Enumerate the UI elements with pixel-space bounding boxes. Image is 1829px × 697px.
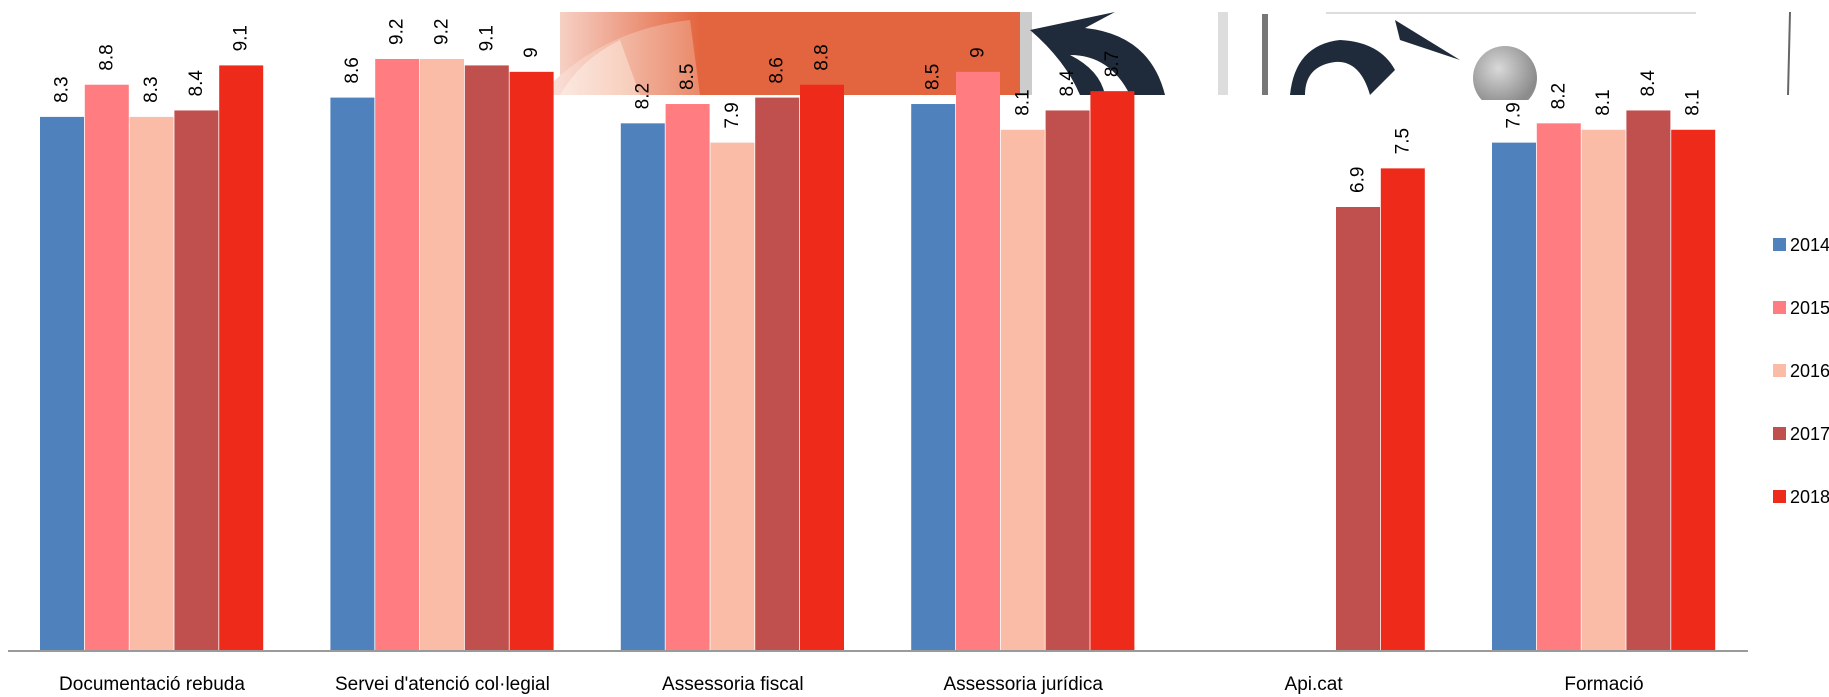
value-label-2015-3: 9 — [968, 47, 989, 58]
bar-2014-5 — [1492, 142, 1536, 651]
value-label-2016-2: 7.9 — [722, 102, 743, 128]
value-label-2017-1: 9.1 — [476, 25, 497, 51]
bar-2018-1 — [509, 71, 554, 652]
value-labels-group: 8.3 8.8 8.3 8.4 9.1 8.6 9.2 9.2 9.1 9 8.2 8.5 7.9 8.6… — [52, 19, 1704, 193]
bar-2014-2 — [620, 123, 665, 651]
value-label-2018-4: 7.5 — [1392, 128, 1413, 154]
value-label-2018-1: 9 — [521, 47, 542, 58]
value-label-2015-5: 8.2 — [1548, 83, 1569, 109]
value-label-2014-2: 8.2 — [632, 83, 653, 109]
legend-swatch-2018 — [1773, 490, 1786, 503]
category-label-3: Assessoria jurídica — [943, 674, 1103, 695]
banner-dark-bar — [1262, 14, 1268, 95]
bar-2014-1 — [330, 97, 375, 652]
bar-2017-5 — [1626, 110, 1671, 651]
bar-2014-3 — [911, 104, 956, 651]
bar-2016-1 — [420, 58, 464, 652]
legend-label-2018: 2018 — [1790, 487, 1829, 507]
value-label-2018-5: 8.1 — [1683, 89, 1704, 115]
bar-2016-0 — [129, 116, 174, 651]
bar-2015-0 — [84, 84, 129, 652]
value-label-2017-2: 8.6 — [767, 57, 788, 83]
legend-label-2015: 2015 — [1790, 298, 1829, 318]
legend-label-2017: 2017 — [1790, 424, 1829, 444]
banner-light-bar — [1218, 12, 1228, 95]
value-label-2017-0: 8.4 — [186, 70, 207, 97]
banner-edge-line — [1787, 11, 1791, 96]
legend-swatch-2017 — [1773, 427, 1786, 440]
category-label-5: Formació — [1564, 674, 1643, 695]
value-label-2017-5: 8.4 — [1638, 70, 1659, 97]
value-label-2014-0: 8.3 — [52, 76, 73, 102]
legend-label-2014: 2014 — [1790, 235, 1829, 255]
value-label-2017-4: 6.9 — [1348, 167, 1369, 193]
bar-2018-5 — [1671, 129, 1716, 651]
value-label-2016-0: 8.3 — [141, 76, 162, 102]
value-label-2014-1: 8.6 — [342, 57, 363, 83]
bar-2017-1 — [464, 65, 509, 652]
bar-2015-3 — [956, 71, 1000, 652]
value-label-2018-3: 8.7 — [1102, 51, 1123, 77]
banner-dark-arc-shape — [1290, 40, 1395, 95]
legend-swatch-2015 — [1773, 301, 1786, 314]
legend-swatch-2016 — [1773, 364, 1786, 377]
value-label-2018-2: 8.8 — [812, 44, 833, 70]
category-label-0: Documentació rebuda — [59, 674, 245, 695]
value-label-2016-1: 9.2 — [432, 19, 453, 45]
bar-2016-2 — [710, 142, 755, 651]
value-label-2016-5: 8.1 — [1593, 89, 1614, 115]
banner-dark-swoosh-shape — [1030, 12, 1165, 95]
bar-2017-0 — [174, 110, 219, 651]
bar-2018-0 — [219, 65, 264, 652]
bar-2017-4 — [1336, 206, 1380, 652]
category-label-4: Api.cat — [1285, 674, 1344, 695]
value-label-2015-0: 8.8 — [96, 44, 117, 70]
bar-2014-0 — [40, 116, 84, 651]
bar-2016-3 — [1000, 129, 1045, 651]
value-label-2017-3: 8.4 — [1057, 70, 1078, 97]
banner-dark-wedge-shape — [1395, 20, 1460, 60]
legend-swatch-2014 — [1773, 238, 1786, 251]
bar-2018-4 — [1380, 168, 1425, 651]
bar-2018-3 — [1090, 91, 1135, 651]
banner-gray-strip — [1020, 12, 1032, 95]
bar-2017-3 — [1045, 110, 1090, 651]
category-label-1: Servei d'atenció col·legial — [335, 674, 550, 695]
header-banner-artwork — [500, 10, 1791, 100]
category-labels-group: Documentació rebuda Servei d'atenció col·… — [59, 674, 1644, 695]
banner-ball-shape — [1473, 46, 1537, 100]
bar-2015-5 — [1536, 123, 1581, 651]
bar-2016-5 — [1581, 129, 1626, 651]
legend: 2014 2015 2016 2017 2018 — [1773, 235, 1829, 507]
bar-2017-2 — [755, 97, 800, 652]
bar-2015-2 — [665, 104, 710, 651]
value-label-2014-5: 7.9 — [1504, 102, 1525, 128]
bar-2018-2 — [800, 84, 844, 652]
banner-thin-line — [1326, 12, 1696, 14]
legend-label-2016: 2016 — [1790, 361, 1829, 381]
category-label-2: Assessoria fiscal — [662, 674, 804, 695]
value-label-2018-0: 9.1 — [231, 25, 252, 51]
value-label-2016-3: 8.1 — [1012, 89, 1033, 115]
banner-orange-shape — [500, 10, 1020, 96]
value-label-2014-3: 8.5 — [923, 64, 944, 90]
bars-group — [40, 58, 1716, 652]
bar-2015-1 — [375, 58, 420, 652]
value-label-2015-2: 8.5 — [677, 64, 698, 90]
value-label-2015-1: 9.2 — [387, 19, 408, 45]
